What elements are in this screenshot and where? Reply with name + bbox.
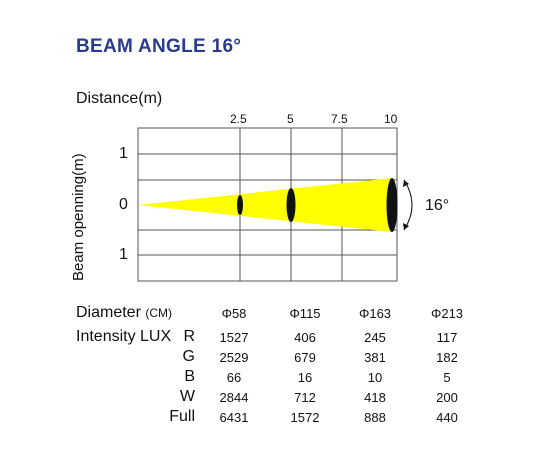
table-cell: 5 xyxy=(443,370,451,385)
table-cell: 6431 xyxy=(219,410,249,425)
distance-axis-label: Distance(m) xyxy=(76,90,163,107)
beam-section-ellipse xyxy=(386,178,398,232)
diameter-value: Φ163 xyxy=(358,306,392,321)
table-cell: 66 xyxy=(226,370,242,385)
table-cell: 117 xyxy=(436,330,458,345)
x-tick-label: 10 xyxy=(384,112,398,126)
y-tick-label: 0 xyxy=(119,196,128,213)
beam-section-ellipse xyxy=(237,195,243,215)
beam-section-ellipse xyxy=(286,188,296,222)
beam-angle-label: 16° xyxy=(425,197,450,214)
table-cell: 2529 xyxy=(219,350,249,365)
diameter-value: Φ58 xyxy=(221,306,247,321)
table-cell: 200 xyxy=(436,390,458,405)
diameter-value: Φ115 xyxy=(289,306,321,321)
table-cell: 888 xyxy=(364,410,386,425)
intensity-label: Intensity LUX xyxy=(76,328,172,345)
row-label-r: R xyxy=(183,328,195,345)
beam-cone xyxy=(138,178,392,232)
table-cell: 16 xyxy=(297,370,313,385)
table-cell: 182 xyxy=(436,350,458,365)
arrow-head-icon xyxy=(403,180,409,187)
table-cell: 679 xyxy=(294,350,316,365)
table-cell: 245 xyxy=(364,330,386,345)
x-tick-label: 2.5 xyxy=(230,112,247,126)
row-label-g: G xyxy=(182,348,195,365)
diameter-unit: (CM) xyxy=(145,306,173,320)
y-tick-label: 1 xyxy=(119,145,128,162)
table-cell: 440 xyxy=(436,410,458,425)
table-cell: 1527 xyxy=(219,330,249,345)
table-cell: 10 xyxy=(367,370,383,385)
table-cell: 381 xyxy=(364,350,386,365)
table-cell: 712 xyxy=(294,390,316,405)
y-tick-label: 1 xyxy=(119,246,128,263)
table-cell: 406 xyxy=(294,330,316,345)
diameter-label: Diameter (CM) xyxy=(76,304,172,322)
arrow-head-icon xyxy=(403,223,409,230)
diameter-label-text: Diameter xyxy=(76,304,141,321)
table-cell: 1572 xyxy=(290,410,320,425)
page-title: BEAM ANGLE 16° xyxy=(76,36,242,57)
table-cell: 418 xyxy=(364,390,386,405)
x-tick-label: 7.5 xyxy=(331,112,348,126)
table-cell: 2844 xyxy=(219,390,249,405)
row-label-full: Full xyxy=(169,408,195,425)
angle-arc xyxy=(403,179,413,231)
diameter-value: Φ213 xyxy=(430,306,464,321)
row-label-b: B xyxy=(184,368,195,385)
row-label-w: W xyxy=(179,388,195,405)
x-tick-label: 5 xyxy=(287,112,294,126)
